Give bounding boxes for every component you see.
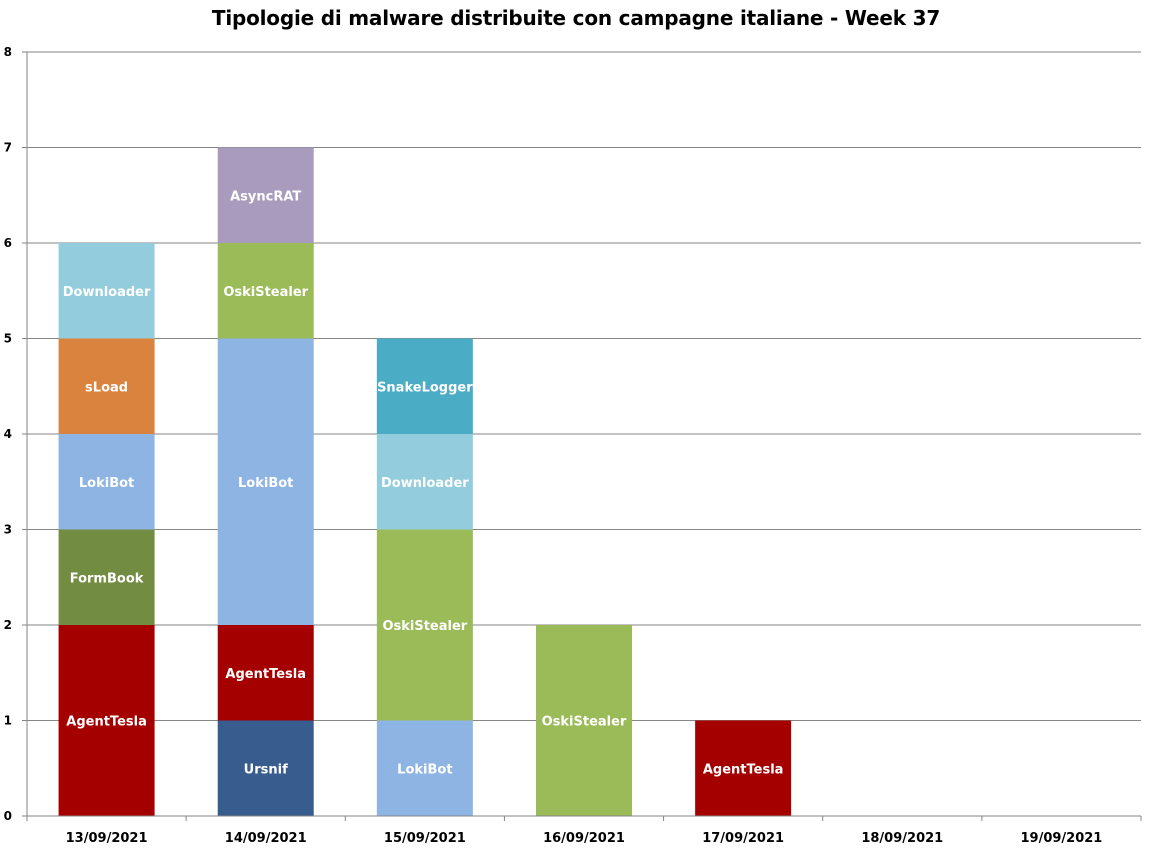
x-tick-label: 16/09/2021: [543, 831, 625, 846]
y-tick-label: 4: [4, 427, 12, 441]
bar-segment: [58, 338, 155, 434]
bar-segment: [217, 625, 314, 721]
bar-segment: [536, 625, 632, 816]
y-tick-label: 2: [4, 618, 12, 632]
bar-segment: [217, 338, 314, 625]
data-label: LokiBot: [397, 762, 452, 777]
data-label: FormBook: [70, 571, 144, 586]
data-label: OskiStealer: [382, 619, 467, 634]
data-label: Downloader: [381, 476, 469, 491]
data-label: Downloader: [63, 285, 151, 300]
bar-segment: [58, 434, 155, 530]
bar-segment: [376, 720, 473, 816]
y-tick-label: 7: [4, 141, 12, 155]
bar-segment: [376, 434, 473, 530]
bar-segment: [217, 147, 314, 243]
x-tick-label: 13/09/2021: [66, 831, 148, 846]
bar-segment: [217, 243, 314, 339]
data-label: AgentTesla: [703, 762, 784, 777]
bar-segment: [217, 720, 314, 816]
data-label: SnakeLogger: [377, 380, 473, 395]
y-tick-label: 6: [4, 236, 12, 250]
chart-title: Tipologie di malware distribuite con cam…: [211, 6, 941, 30]
y-tick-label: 3: [4, 523, 12, 537]
bar-segment: [58, 625, 155, 816]
y-tick-label: 5: [4, 332, 12, 346]
data-label: OskiStealer: [223, 285, 308, 300]
data-label: AgentTesla: [225, 667, 306, 682]
y-tick-label: 0: [4, 809, 12, 823]
x-tick-label: 19/09/2021: [1020, 831, 1102, 846]
data-label: LokiBot: [238, 476, 293, 491]
bar-segment: [58, 529, 155, 625]
x-tick-label: 17/09/2021: [702, 831, 784, 846]
bar-segment: [376, 529, 473, 721]
data-label: AgentTesla: [66, 715, 147, 730]
x-tick-label: 18/09/2021: [861, 831, 943, 846]
bar-segment: [695, 720, 792, 816]
bar-segment: [58, 243, 155, 339]
data-label: sLoad: [85, 380, 128, 395]
x-tick-label: 15/09/2021: [384, 831, 466, 846]
bar-segment: [376, 338, 473, 434]
data-label: OskiStealer: [542, 715, 627, 730]
data-label: LokiBot: [79, 476, 134, 491]
data-label: Ursnif: [244, 762, 288, 777]
y-tick-label: 1: [4, 714, 12, 728]
y-tick-label: 8: [4, 45, 12, 59]
x-tick-label: 14/09/2021: [225, 831, 307, 846]
data-label: AsyncRAT: [230, 189, 301, 204]
